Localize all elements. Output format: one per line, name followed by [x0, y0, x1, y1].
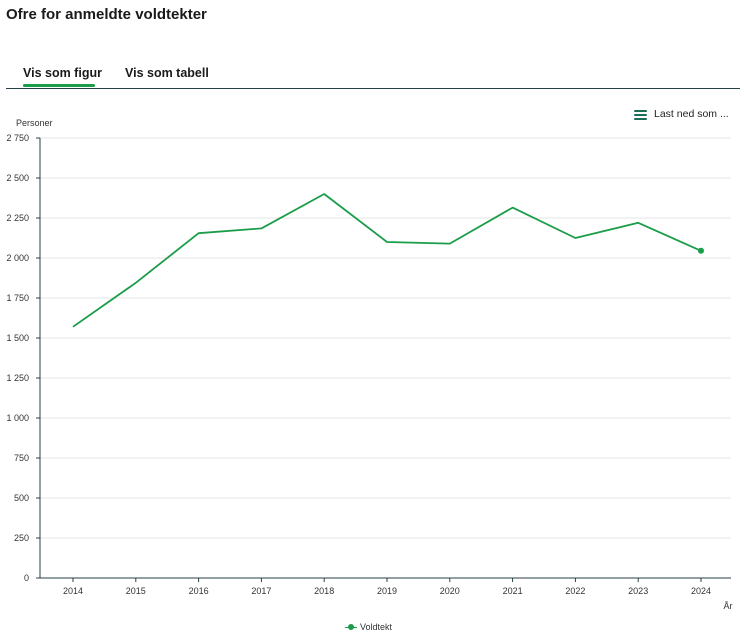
menu-icon	[634, 109, 647, 120]
data-point[interactable]	[698, 247, 704, 254]
data-point[interactable]	[322, 192, 327, 197]
y-tick-label: 0	[24, 573, 29, 583]
x-tick-label: 2021	[503, 586, 523, 596]
y-tick-label: 1 500	[6, 333, 29, 343]
y-tick-label: 2 000	[6, 253, 29, 263]
active-tab-indicator	[23, 84, 95, 87]
data-point[interactable]	[133, 280, 138, 285]
x-axis-title: År	[724, 601, 733, 610]
line-chart: 0 250 500 750 1 000 1 250 1 500 1 750 2 000 2 250…	[6, 118, 733, 610]
page-title: Ofre for anmeldte voldtekter	[6, 6, 207, 23]
legend[interactable]: Voldtekt	[345, 622, 392, 632]
x-tick-label: 2016	[189, 586, 209, 596]
y-tick-label: 750	[14, 453, 29, 463]
series-line	[72, 193, 702, 328]
x-tick-label: 2022	[565, 586, 585, 596]
x-tick-label: 2020	[440, 586, 460, 596]
data-point[interactable]	[510, 205, 515, 210]
y-tick-label: 250	[14, 533, 29, 543]
x-tick-label: 2023	[628, 586, 648, 596]
data-point[interactable]	[385, 240, 390, 245]
x-tick-label: 2015	[126, 586, 146, 596]
x-tick-label: 2014	[63, 586, 83, 596]
view-tabs: Vis som figur Vis som tabell	[6, 64, 740, 89]
data-point[interactable]	[636, 220, 641, 225]
y-tick-labels: 0 250 500 750 1 000 1 250 1 500 1 750 2 000 2 250…	[6, 133, 29, 583]
download-label: Last ned som ...	[654, 108, 729, 120]
data-point[interactable]	[447, 241, 452, 246]
y-tick-label: 1 250	[6, 373, 29, 383]
data-point[interactable]	[71, 324, 76, 329]
legend-marker	[345, 623, 357, 631]
x-tick-label: 2024	[691, 586, 711, 596]
y-axis-title: Personer	[16, 118, 53, 128]
y-tick-label: 500	[14, 493, 29, 503]
tab-table[interactable]: Vis som tabell	[125, 66, 209, 80]
y-tick-label: 2 500	[6, 173, 29, 183]
axes	[36, 137, 731, 582]
x-tick-label: 2018	[314, 586, 334, 596]
legend-label: Voldtekt	[360, 622, 393, 632]
gridlines	[40, 137, 731, 539]
data-point[interactable]	[573, 236, 578, 241]
series	[71, 192, 704, 329]
data-point[interactable]	[196, 231, 201, 236]
download-button[interactable]: Last ned som ...	[634, 106, 729, 122]
tab-figure[interactable]: Vis som figur	[23, 66, 102, 80]
y-tick-label: 1 000	[6, 413, 29, 423]
y-tick-label: 2 250	[6, 213, 29, 223]
x-tick-label: 2017	[251, 586, 271, 596]
x-tick-labels: 2014 2015 2016 2017 2018 2019 2020 2021 2022 2023…	[63, 586, 711, 596]
y-tick-label: 1 750	[6, 293, 29, 303]
x-tick-label: 2019	[377, 586, 397, 596]
y-tick-label: 2 750	[6, 133, 29, 143]
data-point[interactable]	[259, 226, 264, 231]
